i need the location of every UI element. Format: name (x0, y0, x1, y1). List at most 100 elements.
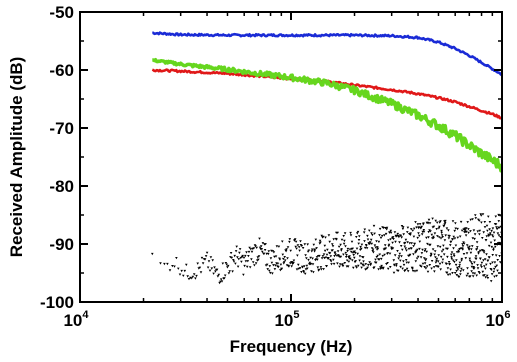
scatter-point (451, 238, 455, 241)
scatter-point (244, 260, 248, 263)
scatter-point (402, 260, 405, 263)
scatter-point (231, 270, 234, 273)
scatter-point (472, 267, 476, 270)
scatter-point (478, 249, 482, 253)
scatter-point (434, 256, 437, 259)
scatter-point (330, 263, 333, 266)
scatter-point (404, 247, 407, 250)
scatter-point (470, 262, 474, 266)
scatter-point (432, 237, 435, 240)
scatter-point (343, 262, 347, 265)
series-2 (151, 57, 502, 173)
scatter-point (259, 245, 263, 248)
scatter-point (479, 264, 483, 267)
scatter-point (159, 262, 162, 265)
scatter-point (288, 238, 292, 241)
scatter-point (342, 235, 345, 238)
scatter-point (473, 237, 476, 241)
scatter-point (364, 263, 368, 266)
scatter-point (469, 261, 473, 264)
scatter-point (243, 264, 246, 268)
scatter-point (468, 257, 472, 260)
scatter-point (206, 266, 210, 269)
scatter-point (426, 242, 429, 246)
scatter-point (389, 231, 393, 234)
scatter-point (370, 242, 374, 245)
scatter-point (263, 249, 267, 252)
scatter-point (462, 269, 465, 272)
scatter-point (384, 247, 388, 250)
scatter-point (209, 256, 213, 259)
scatter-point (412, 235, 416, 238)
scatter-point (352, 254, 355, 257)
scatter-point (379, 267, 382, 270)
scatter-point (332, 238, 335, 241)
scatter-point (490, 245, 494, 249)
ticks-layer (79, 11, 503, 303)
scatter-point (240, 260, 243, 263)
scatter-point (461, 248, 465, 251)
scatter-point (488, 228, 491, 231)
scatter-point (180, 269, 183, 273)
scatter-point (430, 253, 433, 257)
scatter-point (450, 256, 453, 259)
scatter-point (410, 242, 413, 245)
scatter-point (424, 258, 428, 261)
scatter-point (211, 259, 214, 262)
scatter-point (379, 266, 382, 269)
scatter-point (316, 258, 319, 261)
scatter-point (425, 250, 428, 253)
scatter-point (171, 265, 174, 268)
scatter-point (466, 267, 469, 270)
scatter-point (358, 259, 361, 262)
scatter-point (414, 250, 418, 254)
scatter-point (433, 253, 436, 256)
scatter-point (454, 263, 458, 267)
scatter-point (491, 234, 494, 237)
scatter-point (420, 225, 423, 229)
scatter-point (327, 257, 330, 260)
scatter-point (438, 225, 441, 229)
scatter-point (283, 259, 287, 262)
series-0 (152, 31, 502, 76)
scatter-point (246, 260, 250, 263)
scatter-point (270, 261, 274, 264)
scatter-point (373, 232, 376, 235)
scatter-point (435, 221, 439, 224)
scatter-point (298, 267, 302, 270)
x-axis-title: Frequency (Hz) (230, 337, 353, 356)
scatter-point (399, 245, 403, 248)
scatter-point (489, 280, 493, 283)
scatter-point (391, 247, 395, 250)
scatter-point (351, 259, 354, 262)
scatter-point (427, 236, 430, 239)
scatter-point (343, 232, 347, 235)
scatter-point (182, 274, 185, 277)
scatter-point (324, 236, 327, 239)
scatter-point (400, 255, 403, 258)
scatter-point (461, 245, 465, 248)
scatter-point (151, 252, 154, 256)
scatter-point (335, 238, 338, 241)
scatter-point (432, 225, 436, 228)
scatter-point (311, 257, 314, 260)
scatter-point (433, 232, 437, 235)
scatter-point (488, 233, 492, 236)
scatter-point (173, 265, 176, 268)
scatter-point (373, 244, 377, 247)
scatter-point (295, 268, 299, 271)
scatter-point (226, 264, 230, 268)
scatter-point (374, 261, 378, 264)
scatter-point (305, 257, 308, 260)
scatter-point (483, 226, 487, 229)
scatter-point (401, 248, 404, 251)
scatter-point (233, 254, 236, 258)
scatter-point (385, 226, 389, 229)
series-3 (151, 213, 502, 285)
scatter-point (396, 250, 399, 253)
scatter-point (443, 221, 447, 225)
scatter-point (473, 272, 477, 275)
scatter-point (300, 271, 303, 274)
scatter-point (485, 274, 489, 277)
